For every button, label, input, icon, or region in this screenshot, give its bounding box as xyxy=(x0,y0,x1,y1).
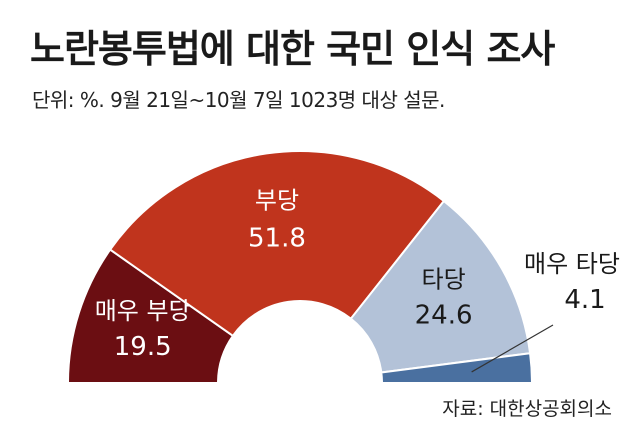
top-rule xyxy=(0,0,640,4)
slice-4-value: 4.1 xyxy=(564,285,605,315)
slice-1-label: 매우 부당 xyxy=(95,297,191,325)
slice-2-label: 부당 xyxy=(255,187,299,215)
slice-3-value: 24.6 xyxy=(415,301,473,331)
chart-title: 노란봉투법에 대한 국민 인식 조사 xyxy=(30,27,555,71)
slice-3-label: 타당 xyxy=(421,266,465,294)
slice-2 xyxy=(108,150,446,338)
chart-subtitle: 단위: %. 9월 21일~10월 7일 1023명 대상 설문. xyxy=(32,88,445,112)
source-note: 자료: 대한상공회의소 xyxy=(442,398,612,420)
slice-4-leader-line xyxy=(471,324,554,373)
slice-3 xyxy=(349,199,532,374)
slice-4 xyxy=(380,352,534,384)
slice-1 xyxy=(66,248,235,384)
slice-2-value: 51.8 xyxy=(248,224,306,254)
slice-1-value: 19.5 xyxy=(114,332,172,362)
slice-4-label: 매우 타당 xyxy=(524,250,620,278)
